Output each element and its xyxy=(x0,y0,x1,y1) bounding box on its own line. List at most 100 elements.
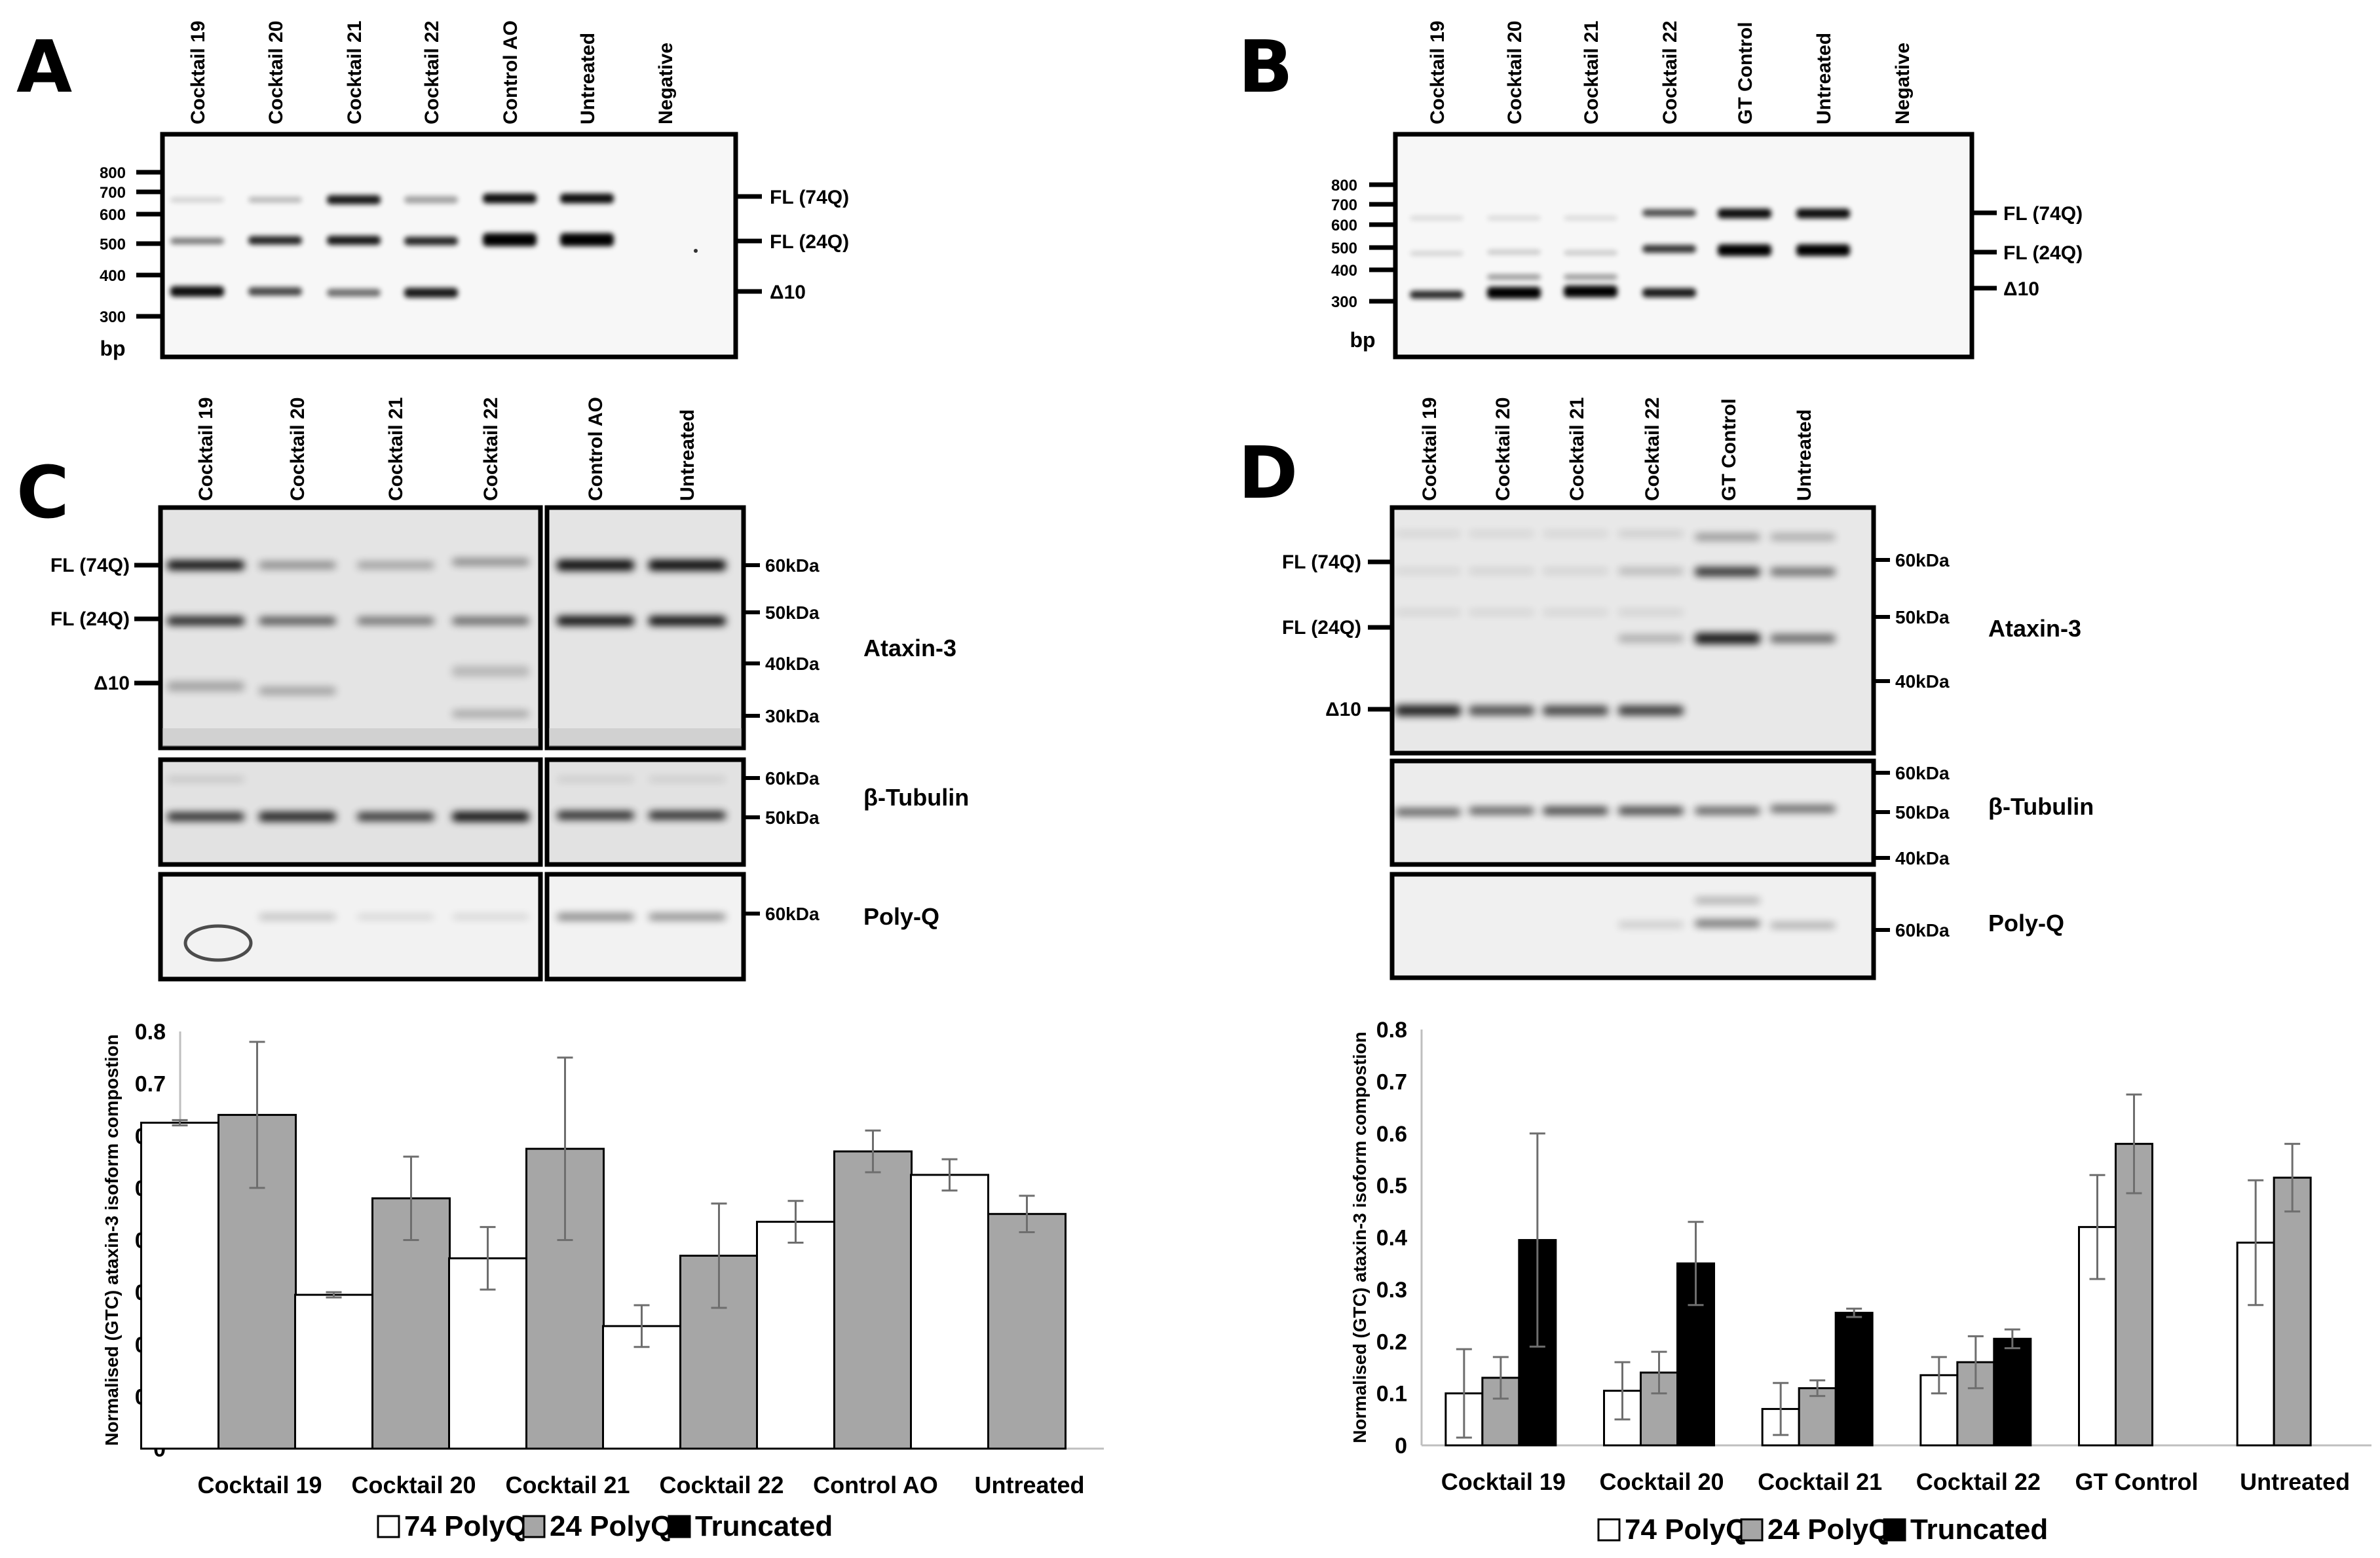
blot-band xyxy=(1469,531,1534,536)
blot-band xyxy=(1618,922,1684,927)
blot-band xyxy=(1695,920,1760,927)
blot-band xyxy=(1469,610,1534,615)
gel-band xyxy=(404,236,458,246)
panel-b-lane-label: Cocktail 20 xyxy=(1504,21,1526,124)
y-tick-label: 0.6 xyxy=(1376,1122,1407,1147)
band-label: FL (24Q) xyxy=(2003,242,2083,264)
panel-c-letter: C xyxy=(16,451,69,534)
gel-band xyxy=(1564,274,1617,280)
mw-label: 30kDa xyxy=(765,706,820,726)
gel-band xyxy=(404,196,458,204)
legend-label: 74 PolyQ xyxy=(1625,1513,1748,1546)
ladder-label: 400 xyxy=(100,267,126,285)
gel-band xyxy=(1796,208,1850,219)
mw-label: 60kDa xyxy=(765,768,820,788)
y-tick-label: 0.2 xyxy=(1376,1329,1407,1354)
panel-a-lane-label: Cocktail 22 xyxy=(421,21,443,124)
blot-band xyxy=(1695,567,1760,576)
band-label: FL (24Q) xyxy=(1282,617,1361,639)
mw-label: 60kDa xyxy=(765,555,820,576)
panel-d-blots: D Cocktail 19 Cocktail 20 Cocktail 21 Cockt… xyxy=(1238,398,2094,980)
blot-shade xyxy=(549,728,742,747)
ladder-label: 700 xyxy=(100,184,126,202)
band-label: FL (24Q) xyxy=(770,231,849,253)
panel-a-lane-label: Cocktail 20 xyxy=(265,21,287,124)
ladder-label: 800 xyxy=(1331,177,1357,195)
legend-label: 24 PolyQ xyxy=(1767,1513,1891,1546)
blot-band xyxy=(1469,807,1534,814)
panel-d-lane-label: Cocktail 19 xyxy=(1419,398,1441,501)
mw-label: 40kDa xyxy=(1895,848,1950,868)
panel-b-letter: B xyxy=(1238,25,1293,109)
blot-band xyxy=(1543,531,1608,536)
panel-c-lane-labels: Cocktail 19 Cocktail 20 Cocktail 21 Cocktai… xyxy=(195,397,698,501)
y-tick-label: 0 xyxy=(1395,1434,1407,1458)
panel-a-band-labels: FL (74Q) FL (24Q) Δ10 xyxy=(736,187,849,303)
bar xyxy=(2236,1241,2275,1447)
bar xyxy=(2273,1176,2312,1447)
panel-c-markers: FL (74Q) FL (24Q) Δ10 60kDa 50kDa 40kDa 30kDa 6… xyxy=(50,555,969,930)
blot-band xyxy=(1395,610,1461,615)
blot-band xyxy=(1543,807,1608,815)
panel-b-lane-label: Cocktail 19 xyxy=(1427,21,1448,124)
gel-band xyxy=(1487,215,1541,221)
panel-b-lane-label: GT Control xyxy=(1735,22,1756,124)
panel-a-ladder: 800 700 600 500 400 300 bp xyxy=(100,164,162,360)
blot-band xyxy=(259,812,336,821)
gel-band xyxy=(560,233,614,246)
legend-swatch xyxy=(1883,1518,1906,1542)
panel-c-lane-label: Cocktail 20 xyxy=(287,398,309,501)
blot-band xyxy=(1618,706,1684,715)
bar xyxy=(833,1150,913,1450)
mw-label: 40kDa xyxy=(1895,671,1950,692)
mw-label: 50kDa xyxy=(765,603,820,623)
panel-d-letter: D xyxy=(1238,431,1298,515)
gel-speck xyxy=(694,249,698,253)
blot-band xyxy=(1469,706,1534,715)
panel-b-lane-label: Cocktail 22 xyxy=(1659,21,1681,124)
mw-label: 60kDa xyxy=(765,904,820,924)
bar xyxy=(910,1174,989,1450)
unit-label: bp xyxy=(100,337,125,360)
gel-band xyxy=(327,289,381,297)
x-tick-label: Cocktail 20 xyxy=(351,1472,476,1498)
panel-d-bands xyxy=(1395,531,1836,928)
blot-band xyxy=(452,711,529,717)
legend-swatch xyxy=(1597,1518,1621,1542)
y-tick-label: 0.5 xyxy=(1376,1174,1407,1198)
panel-d-ataxin-blot xyxy=(1389,505,1876,756)
gel-band xyxy=(1564,215,1617,221)
x-tick-label: Cocktail 19 xyxy=(197,1472,322,1498)
blot-band xyxy=(1770,806,1836,812)
gel-band xyxy=(248,236,302,245)
gel-band xyxy=(1487,250,1541,255)
blot-band xyxy=(1543,568,1608,574)
panel-a-lane-label: Untreated xyxy=(577,33,599,124)
x-tick-label: Cocktail 22 xyxy=(1916,1468,2041,1495)
blot-band xyxy=(259,914,336,919)
x-tick-label: Cocktail 21 xyxy=(1758,1468,1882,1495)
blot-band xyxy=(452,914,529,919)
ladder-label: 600 xyxy=(100,206,126,224)
gel-band xyxy=(1564,286,1617,297)
blot-band xyxy=(557,616,634,625)
blot-band xyxy=(649,616,726,625)
panel-d-chart: 0 0.1 0.2 0.3 0.4 0.5 0.6 0.7 0.8 Normalised (GTC… xyxy=(1350,1018,2371,1546)
blot-band xyxy=(1695,633,1760,644)
band-label: Δ10 xyxy=(2003,278,2039,300)
blot-label: β-Tubulin xyxy=(1988,793,2094,820)
x-tick-label: Untreated xyxy=(2240,1468,2350,1495)
legend-swatch xyxy=(377,1515,400,1538)
legend-swatch xyxy=(522,1515,546,1538)
panel-a-letter: A xyxy=(16,25,72,109)
blot-artifact xyxy=(183,924,253,962)
blot-band xyxy=(1618,610,1684,615)
x-tick-label: Cocktail 19 xyxy=(1441,1468,1566,1495)
mw-label: 50kDa xyxy=(1895,802,1950,823)
panel-b: B Cocktail 19 Cocktail 20 Cocktail 21 Cockt… xyxy=(1238,21,2083,360)
mw-label: 60kDa xyxy=(1895,763,1950,783)
bar xyxy=(602,1325,681,1450)
blot-band xyxy=(649,777,726,781)
legend-swatch xyxy=(668,1515,691,1538)
